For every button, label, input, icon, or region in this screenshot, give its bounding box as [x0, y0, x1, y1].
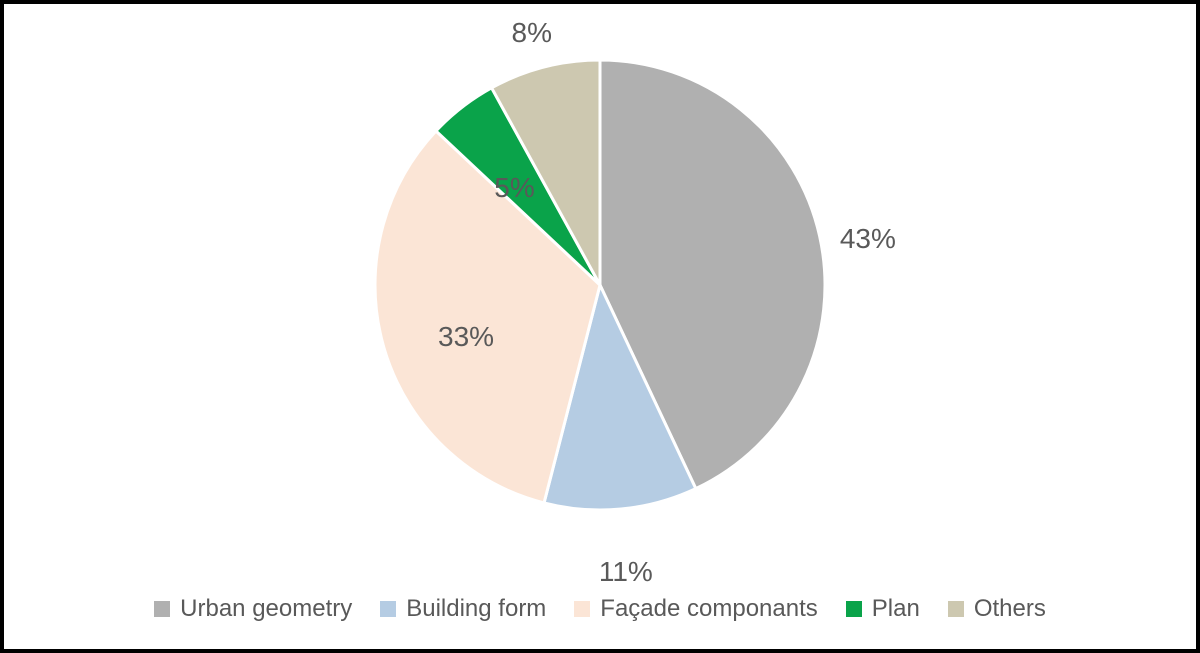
legend-swatch	[846, 601, 862, 617]
legend-item: Others	[948, 595, 1046, 623]
pie-chart	[355, 40, 845, 530]
legend-label: Plan	[872, 595, 920, 623]
legend-swatch	[948, 601, 964, 617]
legend-label: Façade componants	[600, 595, 817, 623]
legend: Urban geometry Building form Façade compon…	[4, 579, 1196, 649]
chart-frame: 43%11%33%5%8% Urban geometry Building for…	[0, 0, 1200, 653]
pie-chart-area: 43%11%33%5%8%	[4, 4, 1196, 579]
legend-label: Urban geometry	[180, 595, 352, 623]
legend-item: Plan	[846, 595, 920, 623]
legend-item: Façade componants	[574, 595, 817, 623]
legend-item: Urban geometry	[154, 595, 352, 623]
legend-swatch	[154, 601, 170, 617]
legend-swatch	[380, 601, 396, 617]
legend-label: Building form	[406, 595, 546, 623]
legend-swatch	[574, 601, 590, 617]
slice-label: 43%	[840, 223, 896, 255]
legend-item: Building form	[380, 595, 546, 623]
legend-label: Others	[974, 595, 1046, 623]
